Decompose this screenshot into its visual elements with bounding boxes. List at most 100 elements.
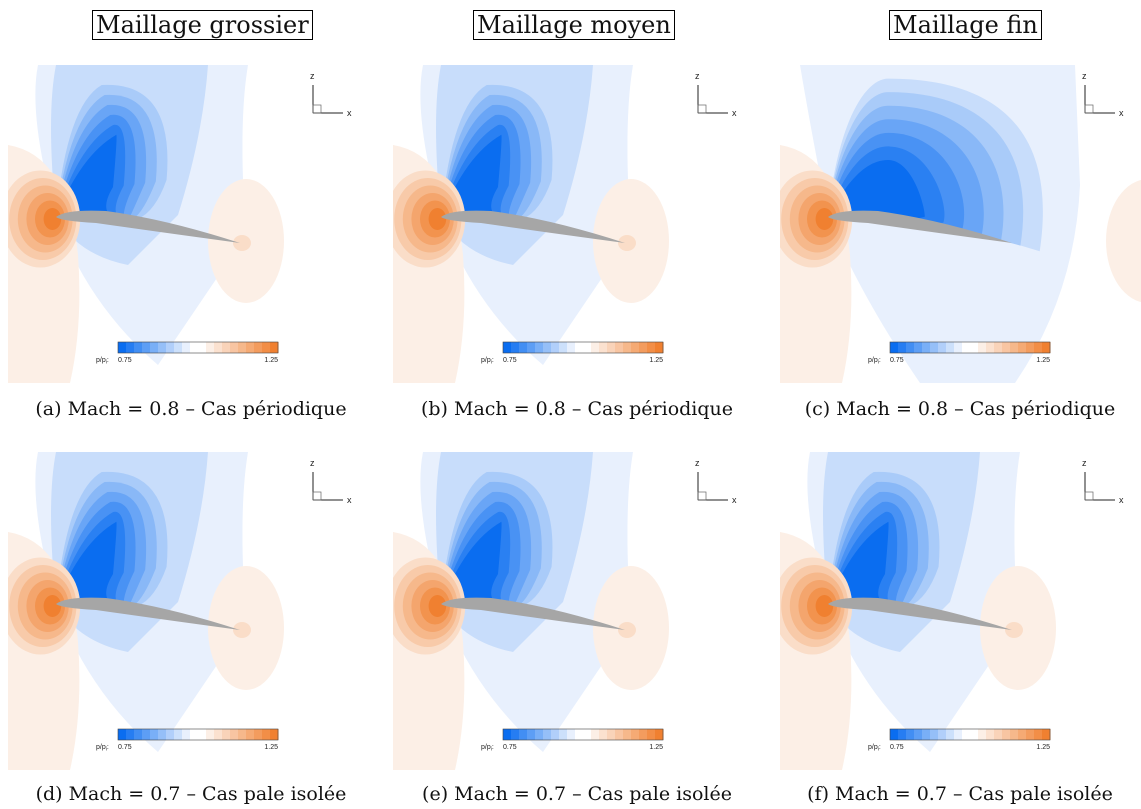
colorbar-segment — [559, 729, 568, 740]
column-title-coarse: Maillage grossier — [92, 10, 313, 40]
colorbar-segment — [631, 729, 640, 740]
colorbar-segment — [1018, 729, 1027, 740]
stagnation-region — [780, 145, 853, 383]
colorbar-segment — [254, 342, 263, 353]
colorbar-segment — [591, 342, 600, 353]
pressure-contour-panel-d: z x p/pi: 0.75 1.25 — [8, 452, 376, 770]
trailing-edge-region — [208, 179, 284, 303]
colorbar-segment — [1042, 342, 1051, 353]
colorbar-segment — [166, 729, 175, 740]
colorbar-segment — [166, 342, 175, 353]
colorbar-segment — [118, 729, 127, 740]
colorbar-segment — [922, 729, 931, 740]
colorbar-min-label: 0.75 — [118, 357, 132, 364]
colorbar-segment — [567, 729, 576, 740]
axis-triad: zx — [1082, 458, 1124, 505]
x-axis-label: x — [347, 108, 352, 118]
colorbar-segment — [599, 729, 608, 740]
colorbar-segment — [623, 729, 632, 740]
colorbar-segment — [970, 342, 979, 353]
suction-lobe — [807, 452, 1020, 752]
colorbar-segment — [890, 342, 899, 353]
colorbar-segment — [607, 729, 616, 740]
colorbar-segment — [1018, 342, 1027, 353]
colorbar-segment — [222, 729, 231, 740]
airfoil — [828, 210, 1012, 243]
colorbar: p/pi: 0.75 1.25 — [96, 341, 279, 366]
colorbar-segment — [930, 342, 939, 353]
colorbar-segment — [986, 729, 995, 740]
colorbar-segment — [503, 342, 512, 353]
colorbar-segment — [206, 729, 215, 740]
colorbar-segment — [1042, 729, 1051, 740]
colorbar-segment — [214, 342, 223, 353]
z-axis-label: z — [310, 458, 315, 468]
colorbar-segment — [639, 342, 648, 353]
colorbar-segment — [238, 729, 247, 740]
axis-triad: zx — [310, 458, 352, 505]
colorbar-max-label: 1.25 — [264, 744, 278, 751]
pressure-contour-panel-a: z x p/pi: 0.75 1.25 — [8, 65, 376, 383]
colorbar-segment — [978, 342, 987, 353]
colorbar-segment — [551, 342, 560, 353]
trailing-edge-region — [1106, 179, 1141, 303]
colorbar-segment — [158, 342, 167, 353]
colorbar-max-label: 1.25 — [649, 744, 663, 751]
pressure-contour-band — [618, 235, 636, 251]
colorbar-segment — [946, 342, 955, 353]
contour-plot: zxp/pi: 0.75 1.25 — [780, 65, 1141, 383]
pressure-contour-band — [1106, 179, 1141, 303]
colorbar-segment — [954, 729, 963, 740]
airfoil — [56, 210, 240, 243]
airfoil — [828, 597, 1012, 630]
colorbar-segment — [270, 729, 279, 740]
x-axis-label: x — [1119, 108, 1124, 118]
colorbar-segment — [198, 729, 207, 740]
pressure-contour-band — [428, 595, 447, 617]
pressure-contour-band — [1005, 622, 1023, 638]
pressure-contour-band — [815, 208, 834, 230]
colorbar-segment — [190, 729, 199, 740]
colorbar-segment — [615, 729, 624, 740]
colorbar: p/pi: 0.75 1.25 — [868, 341, 1051, 366]
colorbar-label: p/pi: — [96, 744, 109, 753]
colorbar-segment — [519, 342, 528, 353]
colorbar-segment — [946, 729, 955, 740]
colorbar-label: p/pi: — [481, 357, 494, 366]
trailing-edge-region — [980, 566, 1056, 690]
pressure-contour-panel-b: z x p/pi: 0.75 1.25 — [393, 65, 761, 383]
colorbar-segment — [994, 342, 1003, 353]
colorbar-segment — [254, 729, 263, 740]
stagnation-region — [780, 532, 853, 770]
colorbar-segment — [174, 729, 183, 740]
colorbar-segment — [962, 342, 971, 353]
colorbar-segment — [214, 729, 223, 740]
colorbar-segment — [262, 342, 271, 353]
caption-c: (c) Mach = 0.8 – Cas périodique — [804, 398, 1116, 420]
colorbar-segment — [519, 729, 528, 740]
stagnation-region — [8, 145, 81, 383]
airfoil — [441, 597, 625, 630]
colorbar-segment — [182, 729, 191, 740]
colorbar-segment — [551, 729, 560, 740]
colorbar: p/pi: 0.75 1.25 — [481, 341, 664, 366]
colorbar-segment — [503, 729, 512, 740]
colorbar-segment — [906, 729, 915, 740]
stagnation-region — [393, 145, 466, 383]
colorbar-segment — [938, 342, 947, 353]
colorbar-segment — [246, 729, 255, 740]
colorbar-segment — [230, 729, 239, 740]
contour-plot: zxp/pi: 0.75 1.25 — [8, 452, 352, 770]
stagnation-region — [393, 532, 466, 770]
colorbar-segment — [591, 729, 600, 740]
pressure-contour-band — [43, 595, 62, 617]
colorbar-segment — [1026, 342, 1035, 353]
column-title-medium: Maillage moyen — [473, 10, 675, 40]
colorbar-segment — [994, 729, 1003, 740]
contour-plot: zxp/pi: 0.75 1.25 — [393, 65, 737, 383]
colorbar-segment — [647, 342, 656, 353]
x-axis-label: x — [732, 495, 737, 505]
colorbar-segment — [150, 342, 159, 353]
colorbar-segment — [647, 729, 656, 740]
pressure-contour-band — [43, 208, 62, 230]
